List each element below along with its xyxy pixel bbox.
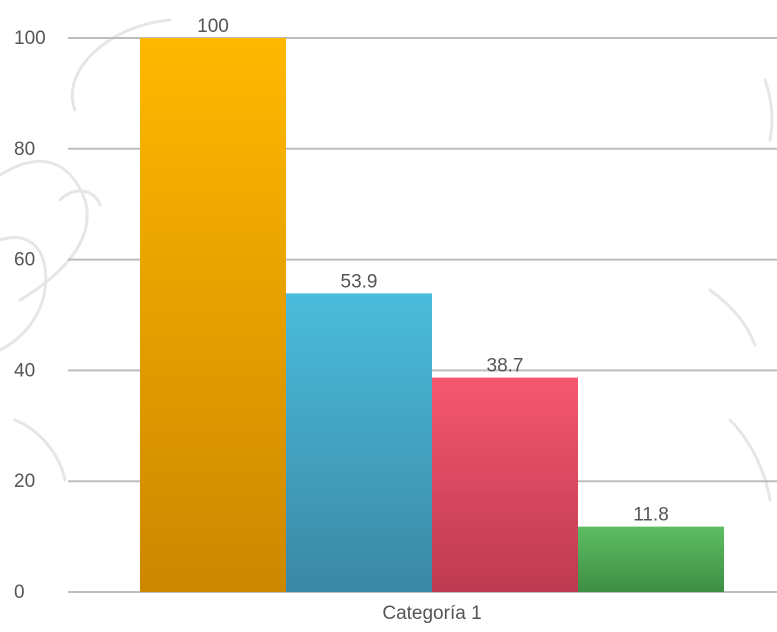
bar: [286, 293, 432, 592]
x-axis-ticks: Categoría 1: [382, 603, 481, 624]
data-label: 38.7: [487, 356, 524, 377]
data-labels: 100 53.9 38.7 11.8: [197, 16, 669, 526]
data-label: 11.8: [633, 505, 669, 526]
bar: [140, 38, 286, 592]
background-watermark: [0, 18, 774, 502]
y-tick-label: 60: [14, 250, 35, 271]
y-tick-label: 40: [14, 360, 35, 381]
bar: [578, 526, 724, 592]
data-label: 53.9: [341, 271, 378, 292]
y-tick-label: 20: [14, 471, 35, 492]
data-label: 100: [197, 16, 229, 37]
bar: [432, 377, 578, 592]
bars: [140, 38, 724, 592]
y-tick-label: 100: [14, 28, 46, 49]
y-axis-ticks: 0 20 40 60 80 100: [14, 28, 46, 603]
y-tick-label: 0: [14, 582, 25, 603]
x-tick-label: Categoría 1: [382, 603, 481, 624]
y-tick-label: 80: [14, 139, 35, 160]
